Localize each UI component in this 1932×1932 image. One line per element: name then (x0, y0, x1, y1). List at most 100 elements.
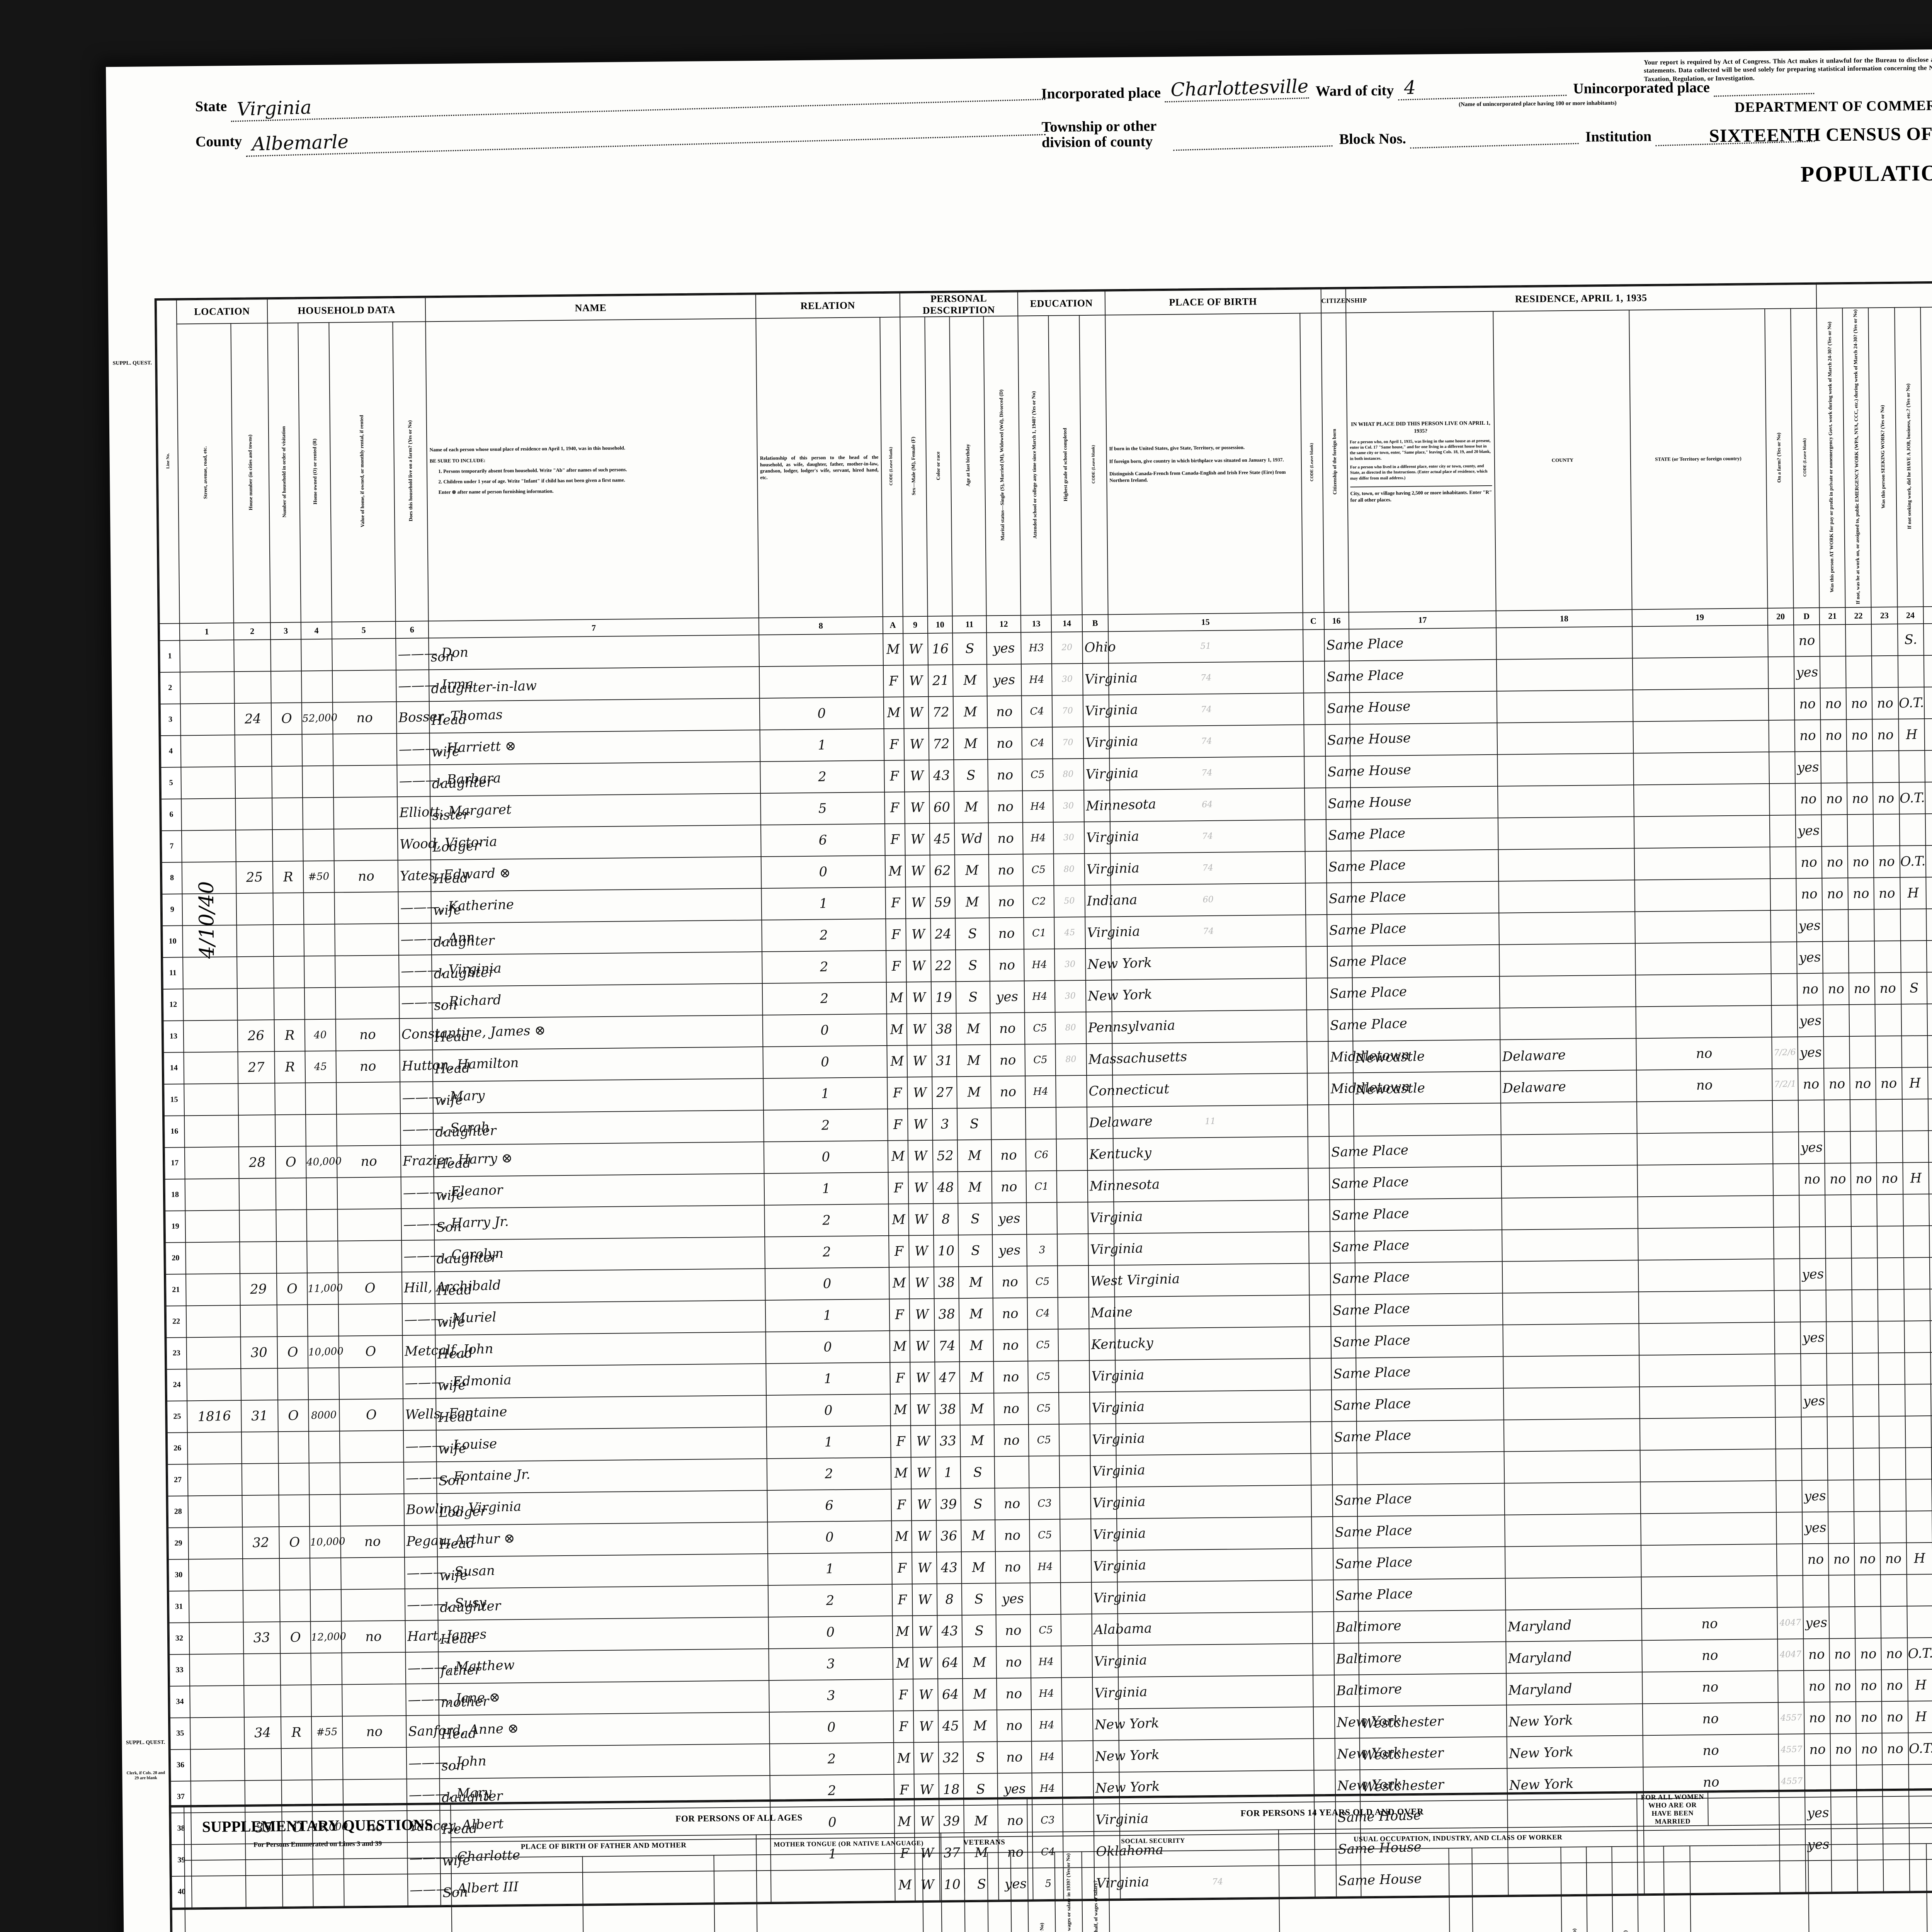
cell-c23[interactable]: no (1848, 878, 1874, 910)
cell-own[interactable] (276, 1178, 307, 1210)
cell-res[interactable]: Same Place (1329, 1136, 1408, 1168)
cell-rel[interactable]: Head (438, 1617, 769, 1652)
cell-codeD[interactable] (1773, 1163, 1799, 1196)
cell-hh[interactable] (240, 1242, 277, 1274)
cell-c24[interactable] (1879, 1416, 1906, 1448)
cell-state[interactable] (1504, 1482, 1641, 1515)
cell-cit[interactable] (1308, 1168, 1330, 1200)
cell-birth[interactable]: Virginia (1083, 726, 1138, 759)
cell-codeB[interactable] (1060, 1487, 1091, 1519)
cell-birth[interactable]: Virginia (1089, 1392, 1145, 1424)
cell-birth[interactable]: New York (1092, 1709, 1159, 1741)
cell-age[interactable]: 8 (933, 1203, 958, 1235)
cell-codeD[interactable] (1770, 878, 1796, 910)
cell-codeB[interactable] (1062, 1709, 1093, 1741)
cell-own[interactable] (277, 1304, 308, 1337)
cell-own[interactable] (279, 1590, 311, 1622)
cell-codeD[interactable] (1770, 942, 1797, 974)
cell-school[interactable]: no (996, 1646, 1031, 1679)
cell-c23[interactable] (1854, 1480, 1880, 1512)
cell-grade[interactable] (1030, 1582, 1061, 1615)
cell-school[interactable]: no (990, 1044, 1026, 1077)
cell-house[interactable] (185, 1274, 241, 1306)
cell-codeD[interactable]: 7/2/1 (1772, 1068, 1798, 1100)
cell-color[interactable]: W (905, 823, 930, 855)
cell-c25[interactable]: H (1901, 1067, 1928, 1099)
cell-hh[interactable] (236, 893, 274, 925)
cell-c25[interactable]: H (1906, 1543, 1932, 1575)
cell-codeA[interactable]: 0 (762, 1014, 887, 1047)
cell-own[interactable] (272, 766, 303, 798)
cell-c23[interactable] (1852, 1289, 1878, 1321)
cell-hh[interactable] (238, 1115, 276, 1147)
cell-rel[interactable]: wife (436, 1427, 767, 1462)
cell-age[interactable]: 38 (934, 1298, 959, 1330)
cell-codeD[interactable] (1771, 973, 1798, 1005)
cell-rel[interactable]: Lodger (430, 825, 761, 860)
cell-codeA[interactable]: 5 (760, 792, 885, 825)
cell-resfarm[interactable] (1633, 752, 1769, 785)
cell-c25[interactable]: O.T. (1900, 845, 1926, 878)
cell-res[interactable]: Same Place (1331, 1389, 1411, 1422)
cell-sex[interactable]: M (892, 1616, 913, 1648)
cell-farm[interactable] (336, 1114, 401, 1146)
cell-c22[interactable]: no (1830, 1701, 1856, 1734)
cell-c24[interactable] (1874, 940, 1901, 973)
cell-c22[interactable] (1823, 1005, 1850, 1037)
cell-age[interactable]: 43 (936, 1552, 962, 1584)
cell-c23[interactable] (1850, 1099, 1877, 1131)
cell-c23[interactable] (1854, 1575, 1881, 1607)
cell-farm[interactable]: no (334, 860, 398, 893)
cell-own[interactable]: O (278, 1400, 309, 1432)
cell-c25[interactable]: O.T. (1907, 1638, 1932, 1670)
cell-grade[interactable]: H4 (1031, 1709, 1062, 1742)
cell-name[interactable]: ———, Ann (398, 923, 475, 956)
cell-c22[interactable] (1827, 1448, 1854, 1480)
cell-sex[interactable]: F (887, 1077, 908, 1109)
cell-codeB[interactable] (1059, 1455, 1091, 1488)
cell-cit[interactable] (1309, 1294, 1331, 1327)
cell-rel[interactable]: son (429, 635, 759, 670)
cell-rel[interactable]: daughter (433, 1110, 764, 1145)
cell-c25[interactable] (1904, 1289, 1930, 1321)
cell-res[interactable]: Same Place (1332, 1421, 1411, 1453)
cell-c22[interactable] (1829, 1606, 1855, 1639)
cell-farm[interactable] (337, 1209, 401, 1241)
cell-c23[interactable] (1845, 624, 1872, 656)
cell-c23[interactable] (1851, 1226, 1878, 1258)
cell-cit[interactable] (1310, 1358, 1332, 1390)
cell-name[interactable]: Frazier, Harry ⊗ (400, 1145, 512, 1177)
cell-sex[interactable]: F (885, 887, 906, 919)
cell-codeD[interactable] (1769, 720, 1795, 752)
cell-codeD[interactable]: 4047 (1777, 1639, 1804, 1671)
cell-codeA[interactable]: 2 (764, 1109, 888, 1142)
cell-res[interactable] (1328, 1104, 1354, 1136)
cell-hh[interactable] (243, 1558, 280, 1590)
cell-codeB[interactable]: 30 (1053, 822, 1085, 854)
cell-codeE[interactable] (1925, 845, 1932, 878)
cell-cit[interactable] (1307, 1073, 1329, 1105)
cell-val[interactable] (306, 1209, 338, 1242)
cell-codeA[interactable]: 1 (765, 1299, 890, 1332)
cell-birth[interactable]: Virginia (1090, 1423, 1145, 1456)
cell-codeD[interactable] (1769, 815, 1796, 847)
cell-codeE[interactable] (1924, 687, 1932, 719)
cell-c23[interactable]: no (1855, 1638, 1882, 1670)
cell-hh[interactable] (242, 1463, 279, 1495)
cell-c24[interactable]: no (1872, 719, 1899, 751)
cell-hh[interactable]: 30 (240, 1337, 278, 1369)
cell-state[interactable] (1498, 880, 1635, 913)
cell-c24[interactable] (1875, 1036, 1902, 1068)
cell-house[interactable] (185, 1242, 240, 1274)
cell-c21[interactable]: no (1802, 1543, 1829, 1576)
cell-house[interactable] (186, 1305, 241, 1338)
cell-c21[interactable]: no (1794, 688, 1821, 720)
cell-resfarm[interactable]: no (1641, 1607, 1777, 1641)
cell-sex[interactable]: F (889, 1362, 910, 1394)
cell-codeA[interactable]: 0 (766, 1394, 891, 1427)
cell-age[interactable]: 60 (929, 791, 954, 823)
cell-val[interactable] (303, 797, 334, 830)
cell-cit[interactable] (1306, 1041, 1328, 1073)
cell-own[interactable] (271, 734, 303, 767)
cell-sex[interactable]: F (884, 760, 905, 792)
